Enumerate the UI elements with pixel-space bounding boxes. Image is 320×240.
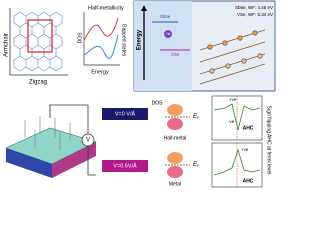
- energy-label: Energy: [91, 69, 109, 75]
- sb-label: Sb6e: [160, 14, 171, 19]
- voltmeter: [81, 133, 95, 147]
- lattice-panel: Armchair Zigzag DOS Half-metallicity Ene…: [4, 5, 127, 85]
- field-box-1: [102, 160, 148, 172]
- ef-top: EF: [193, 114, 200, 120]
- field-0: V=0 V/Å: [115, 110, 136, 117]
- ahc-frame-bottom: [211, 142, 263, 188]
- slab-front: [6, 148, 52, 178]
- neg-top: -ve: [228, 119, 235, 124]
- dos-curve-down: [83, 34, 119, 59]
- gapped-states-label: Gapped states: [121, 24, 127, 57]
- half-metallicity-label: Half-metallicity: [88, 5, 124, 11]
- dos-lobe-top-low: [167, 118, 183, 130]
- energy-axis-label: Energy: [137, 29, 143, 50]
- vse-label: VSe: [171, 52, 180, 57]
- ahc-panel: Sign flipping AHC at fermi level +ve -ve…: [211, 95, 272, 188]
- unit-cell: [27, 19, 53, 53]
- charge-label: +e: [166, 31, 171, 36]
- slab-side: [52, 142, 96, 178]
- field-box-0: [102, 108, 148, 120]
- ef-bottom: EF: [193, 162, 200, 168]
- dos-curve-up: [83, 17, 119, 41]
- ahc-bottom: AHC: [243, 178, 254, 184]
- metal-label: Metal: [169, 181, 181, 187]
- dos-lobe-bottom-low: [167, 166, 183, 178]
- pos-top: +ve: [229, 97, 237, 102]
- dos-title: DOS: [152, 100, 164, 106]
- graphical-abstract: Armchair Zigzag DOS Half-metallicity Ene…: [4, 0, 276, 188]
- wf-vse: VSe, WF: 5.34 eV: [237, 12, 273, 17]
- charge-dot: [164, 30, 172, 38]
- armchair-label: Armchair: [4, 33, 10, 57]
- circuit: [49, 104, 96, 176]
- ahc-frame-top: [211, 95, 263, 141]
- zigzag-label: Zigzag: [29, 80, 47, 86]
- dos-schematic: V=0 V/Å V=0.5V/Å DOS EF EF Half-metal Me…: [102, 100, 200, 187]
- field-lines: [24, 116, 71, 150]
- ahc-top: AHC: [243, 125, 254, 131]
- half-metal-label: Half-metal: [164, 135, 187, 141]
- pos-bottom: +ve: [241, 147, 249, 152]
- band-panel: Energy Sb6e VSe +e Sb6e, WF: 4.45 eV VSe…: [133, 0, 276, 92]
- voltage-label: V: [86, 138, 90, 144]
- ahc-title: Sign flipping AHC at fermi level: [266, 106, 272, 175]
- honeycomb: [13, 11, 63, 72]
- structure: [199, 29, 266, 85]
- dos-label: DOS: [77, 32, 83, 44]
- dos-lobe-bottom: [167, 152, 183, 164]
- arrowhead: [141, 5, 147, 11]
- ahc-curve-top: [213, 103, 261, 131]
- field-1: V=0.5V/Å: [113, 162, 137, 169]
- device-panel: V: [5, 104, 97, 178]
- ahc-curve-bottom: [213, 148, 261, 176]
- wf-sb: Sb6e, WF: 4.45 eV: [235, 5, 273, 10]
- dos-lobe-top: [167, 104, 183, 116]
